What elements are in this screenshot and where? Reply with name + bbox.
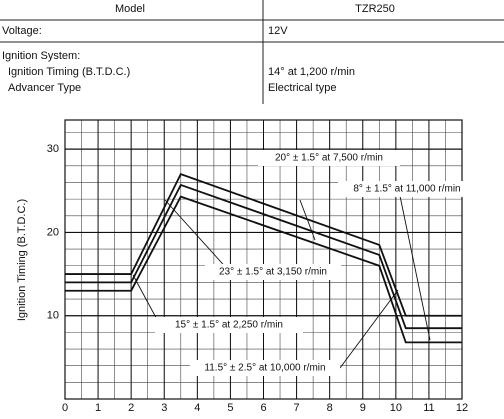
plot: 20° ± 1.5° at 7,500 r/min 8° ± 1.5° at 11… [65, 150, 476, 376]
x-tick-label: 2 [128, 402, 134, 414]
x-tick-label: 1 [95, 402, 101, 414]
annotation: 8° ± 1.5° at 11,000 r/min [353, 184, 460, 195]
x-tick-label: 8 [327, 402, 333, 414]
annotation: 15° ± 1.5° at 2,250 r/min [175, 320, 283, 331]
annotation: 23° ± 1.5° at 3,150 r/min [219, 267, 327, 278]
x-tick-label: 7 [294, 402, 300, 414]
table-cell: Voltage: [2, 25, 42, 37]
table-cell: Ignition System: [2, 50, 80, 62]
x-tick-label: 3 [161, 402, 167, 414]
x-tick-label: 6 [260, 402, 266, 414]
table-cell: 14° at 1,200 r/min [268, 66, 355, 78]
leader [299, 199, 316, 241]
y-tick-label: 10 [47, 310, 59, 322]
leader [132, 274, 161, 326]
timing-line [65, 195, 462, 344]
leader [399, 195, 431, 341]
annotation-box [338, 181, 476, 197]
table-rules [0, 0, 504, 104]
annotation-box [258, 150, 400, 166]
leader [164, 199, 231, 273]
x-tick-label: 12 [456, 402, 468, 414]
annotation: 11.5° ± 2.5° at 10,000 r/min [204, 363, 325, 374]
x-tick-label: 11 [423, 402, 434, 414]
timing-line [65, 183, 462, 330]
y-tick-label: 30 [47, 143, 59, 155]
x-tick-label: 4 [194, 402, 200, 414]
x-tick-label: 10 [390, 402, 402, 414]
leader [339, 289, 399, 369]
table-header: Model [115, 3, 145, 15]
annotation-box [190, 360, 340, 376]
y-axis-label: Ignition Timing (B.T.D.C.) [16, 199, 28, 321]
timing-line [65, 173, 462, 317]
table-cell: Electrical type [268, 82, 336, 94]
table-cell: 12V [268, 25, 288, 37]
x-tick-label: 9 [360, 402, 366, 414]
table-cell: Ignition Timing (B.T.D.C.) [8, 66, 130, 78]
x-tick-label: 0 [62, 402, 68, 414]
table-header: TZR250 [355, 3, 395, 15]
annotation: 20° ± 1.5° at 7,500 r/min [275, 153, 383, 164]
y-tick-label: 20 [47, 226, 59, 238]
table-cell: Advancer Type [8, 82, 81, 94]
annotation-box [155, 317, 303, 333]
x-tick-label: 5 [227, 402, 233, 414]
annotation-box [205, 264, 341, 280]
